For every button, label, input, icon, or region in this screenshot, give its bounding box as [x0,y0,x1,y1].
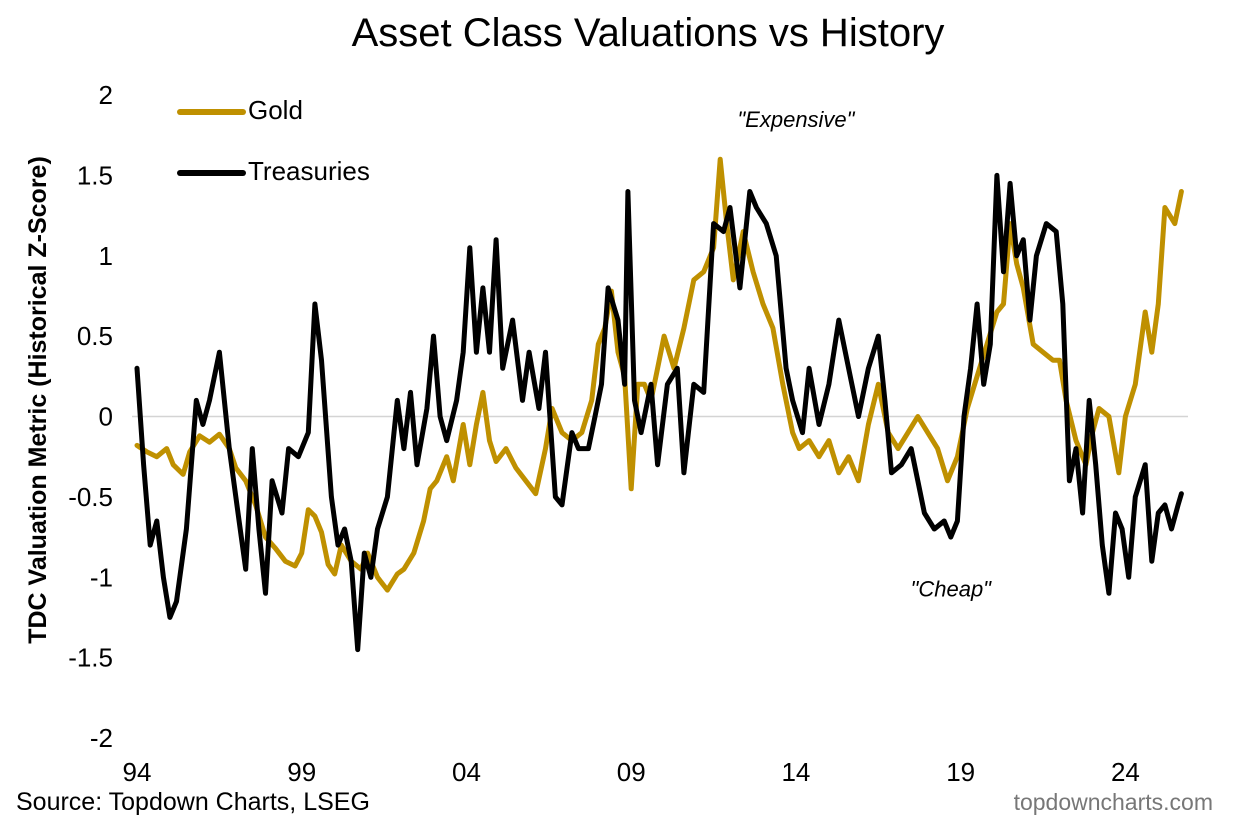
x-tick-label: 09 [617,757,646,787]
y-tick-label: 2 [99,80,113,110]
x-tick-label: 99 [287,757,316,787]
y-tick-label: 0 [99,402,113,432]
x-tick-label: 24 [1111,757,1140,787]
y-tick-label: 1 [99,241,113,271]
y-tick-label: -1 [90,562,113,592]
y-axis: 2 1.5 1 0.5 0 -0.5 -1 -1.5 -2 [68,80,113,753]
y-tick-label: -0.5 [68,482,113,512]
watermark: topdowncharts.com [1014,789,1213,815]
y-axis-label: TDC Valuation Metric (Historical Z-Score… [24,156,52,644]
chart-title: Asset Class Valuations vs History [352,11,945,55]
y-tick-label: 0.5 [77,321,113,351]
annotation-cheap: "Cheap" [911,577,993,602]
plot-area [134,156,1184,653]
y-tick-label: -2 [90,723,113,753]
y-tick-label: -1.5 [68,643,113,673]
y-tick-label: 1.5 [77,160,113,190]
legend: Gold Treasuries [177,95,370,186]
x-tick-label: 14 [781,757,810,787]
series-line-gold [134,156,1184,593]
x-tick-label: 19 [946,757,975,787]
x-tick-label: 94 [123,757,152,787]
x-axis: 94 99 04 09 14 19 24 [123,757,1140,787]
annotation-expensive: "Expensive" [737,107,855,132]
source-note: Source: Topdown Charts, LSEG [16,788,370,816]
legend-label-treasuries: Treasuries [248,156,370,186]
series-line-treasuries [134,172,1184,653]
legend-label-gold: Gold [248,95,303,125]
x-tick-label: 04 [452,757,481,787]
